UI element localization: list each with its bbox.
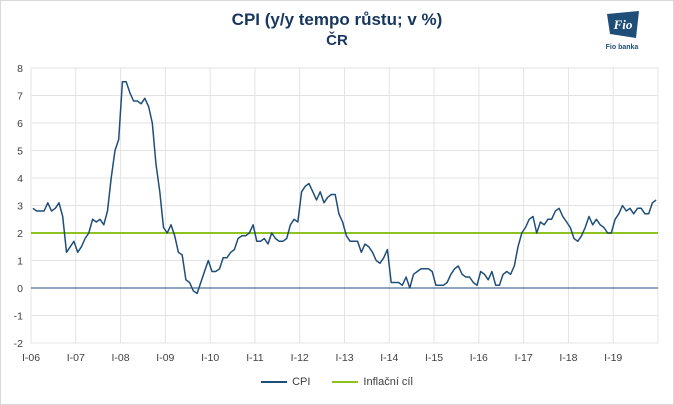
x-tick-label: I-08 xyxy=(112,352,130,364)
y-tick-label: -1 xyxy=(14,311,23,323)
chart-title: CPI (y/y tempo růstu; v %) xyxy=(231,10,443,29)
x-tick-label: I-18 xyxy=(559,352,577,364)
y-tick-label: 6 xyxy=(17,118,23,130)
svg-text:Fio: Fio xyxy=(613,17,633,32)
y-tick-label: 4 xyxy=(17,173,23,185)
y-tick-label: 2 xyxy=(17,228,23,240)
x-tick-label: I-13 xyxy=(335,352,353,364)
y-tick-label: 7 xyxy=(17,91,23,103)
chart-legend: CPI Inflační cíl xyxy=(0,376,674,388)
x-tick-label: I-15 xyxy=(425,352,443,364)
legend-label-cpi: CPI xyxy=(292,376,311,388)
fio-logo-text: Fio banka xyxy=(605,44,639,51)
x-tick-label: I-14 xyxy=(380,352,398,364)
x-tick-label: I-16 xyxy=(470,352,488,364)
legend-swatch-target xyxy=(332,381,359,383)
chart-subtitle: ČR xyxy=(326,32,348,49)
x-tick-label: I-09 xyxy=(156,352,174,364)
x-tick-label: I-17 xyxy=(515,352,533,364)
legend-label-target: Inflační cíl xyxy=(363,376,413,388)
x-tick-label: I-06 xyxy=(22,352,40,364)
x-tick-label: I-19 xyxy=(604,352,622,364)
x-tick-label: I-12 xyxy=(291,352,309,364)
fio-logo: Fio xyxy=(607,11,639,38)
y-tick-label: 8 xyxy=(17,63,23,75)
legend-swatch-cpi xyxy=(261,381,288,383)
x-tick-label: I-11 xyxy=(246,352,263,364)
x-tick-label: I-07 xyxy=(67,352,85,364)
y-tick-label: -2 xyxy=(14,338,23,350)
y-tick-label: 5 xyxy=(17,146,23,158)
y-tick-label: 0 xyxy=(17,283,23,295)
y-tick-label: 3 xyxy=(17,201,23,213)
legend-item-target: Inflační cíl xyxy=(332,376,413,388)
x-tick-label: I-10 xyxy=(201,352,219,364)
cpi-series-line xyxy=(32,81,657,295)
legend-item-cpi: CPI xyxy=(261,376,310,388)
y-tick-label: 1 xyxy=(17,256,23,268)
